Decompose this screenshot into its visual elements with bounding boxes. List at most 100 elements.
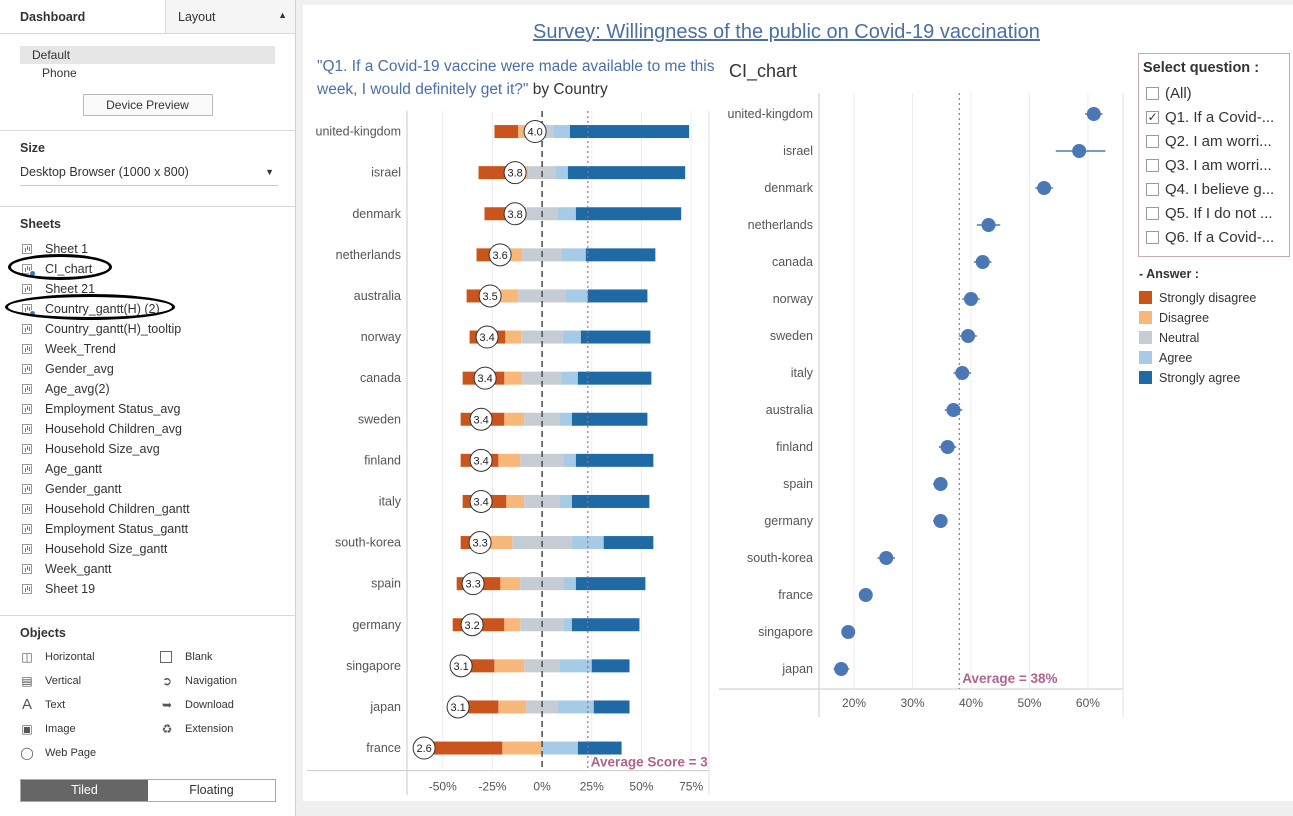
object-label: Extension <box>185 723 234 735</box>
sheet-item[interactable]: Week_gantt <box>20 559 275 579</box>
ci-point <box>834 662 849 676</box>
average-reference-label: Average = 38% <box>962 671 1057 686</box>
score-label: 3.3 <box>472 538 487 550</box>
sheet-label: Country_gantt(H)_tooltip <box>45 322 182 336</box>
sheet-item[interactable]: Household Children_avg <box>20 419 275 439</box>
bar-segment <box>494 125 519 139</box>
updown-chevron-icon: ▲ <box>278 10 287 20</box>
category-label: south-korea <box>335 536 401 550</box>
score-label: 3.4 <box>473 455 488 467</box>
ci-point <box>961 329 976 343</box>
object-text[interactable]: A Text <box>20 696 160 714</box>
filter-option[interactable]: ✓ Q1. If a Covid-... <box>1143 106 1285 130</box>
ci-point <box>858 588 873 602</box>
category-label: finland <box>364 453 401 467</box>
checkbox-icon[interactable] <box>1146 159 1159 172</box>
filter-option[interactable]: Q3. I am worri... <box>1143 154 1285 178</box>
checkbox-icon[interactable] <box>1146 231 1159 244</box>
floating-button[interactable]: Floating <box>189 783 234 797</box>
legend-item[interactable]: Agree <box>1139 349 1289 369</box>
object-vertical[interactable]: ▤ Vertical <box>20 672 160 690</box>
bar-segment <box>577 371 652 385</box>
legend-label: Strongly agree <box>1159 371 1241 385</box>
score-label: 2.6 <box>416 743 431 755</box>
filter-option[interactable]: Q2. I am worri... <box>1143 130 1285 154</box>
checkbox-icon[interactable] <box>1146 183 1159 196</box>
bar-segment <box>422 741 503 755</box>
bar-segment <box>524 412 560 426</box>
tiled-button[interactable]: Tiled <box>21 780 148 801</box>
worksheet-icon <box>22 264 32 274</box>
filter-option[interactable]: (All) <box>1143 82 1285 106</box>
score-circle <box>446 695 470 719</box>
sheet-label: Country_gantt(H) (2) <box>45 302 160 316</box>
sheet-label: Household Children_gantt <box>45 502 190 516</box>
sheet-label: Age_avg(2) <box>45 382 110 396</box>
navigation-icon: ➲ <box>161 674 173 688</box>
filter-option[interactable]: Q4. I believe g... <box>1143 178 1285 202</box>
score-circle <box>473 366 497 390</box>
dashboard-page: Survey: Willingness of the public on Cov… <box>303 5 1293 801</box>
sheet-item[interactable]: Household Size_avg <box>20 439 275 459</box>
sheet-label: Sheet 19 <box>45 582 96 596</box>
object-extension[interactable]: ♻ Extension <box>160 720 280 738</box>
bar-segment <box>554 125 570 139</box>
legend-item[interactable]: Strongly disagree <box>1139 289 1289 309</box>
ci-chart[interactable]: 20% 30% 40% 50% 60% Average = 38% united-kingd… <box>719 93 1129 718</box>
object-blank[interactable]: Blank <box>160 648 280 666</box>
filter-option[interactable]: Q6. If a Covid-... <box>1143 226 1285 250</box>
legend-item[interactable]: Disagree <box>1139 309 1289 329</box>
ci-chart-title: CI_chart <box>729 61 798 81</box>
sheet-item[interactable]: Employment Status_gantt <box>20 519 275 539</box>
sheet-item[interactable]: CI_chart <box>20 259 275 279</box>
filter-option-label: Q3. I am worri... <box>1165 157 1272 174</box>
worksheet-icon <box>22 404 32 414</box>
country-gantt-chart[interactable]: -50% -25% 0% 25% 50% 75% united-kingdom israel d… <box>303 105 713 795</box>
sheet-item[interactable]: Sheet 21 <box>20 279 275 299</box>
sheet-item[interactable]: Country_gantt(H) (2) <box>20 299 275 319</box>
checkbox-icon[interactable] <box>1146 87 1159 100</box>
checkbox-icon[interactable] <box>1146 207 1159 220</box>
sheet-item[interactable]: Employment Status_avg <box>20 399 275 419</box>
sheet-item[interactable]: Country_gantt(H)_tooltip <box>20 319 275 339</box>
device-phone[interactable]: Phone <box>42 66 77 80</box>
sheet-item[interactable]: Household Children_gantt <box>20 499 275 519</box>
tab-layout-label: Layout <box>178 10 216 24</box>
in-use-check-icon <box>29 270 36 277</box>
sheet-item[interactable]: Age_gantt <box>20 459 275 479</box>
legend-item[interactable]: Neutral <box>1139 329 1289 349</box>
text-icon: A <box>21 696 32 713</box>
sheet-item[interactable]: Sheet 1 <box>20 239 275 259</box>
sheet-item[interactable]: Age_avg(2) <box>20 379 275 399</box>
ci-point <box>933 514 948 528</box>
device-default[interactable]: Default <box>20 46 275 64</box>
object-horizontal[interactable]: ◫ Horizontal <box>20 648 160 666</box>
size-heading: Size <box>20 141 46 155</box>
bar-segment <box>556 166 568 180</box>
sheet-item[interactable]: Week_Trend <box>20 339 275 359</box>
checkbox-checked-icon[interactable]: ✓ <box>1146 110 1159 124</box>
category-label: france <box>778 588 813 602</box>
object-image[interactable]: ▣ Image <box>20 720 160 738</box>
checkbox-icon[interactable] <box>1146 135 1159 148</box>
device-preview-button[interactable]: Device Preview <box>82 94 213 116</box>
bar-segment <box>520 453 564 467</box>
object-web-page[interactable]: ◯ Web Page <box>20 744 160 762</box>
score-label: 3.4 <box>473 496 488 508</box>
score-circle <box>449 654 473 678</box>
tab-layout[interactable]: Layout ▲ <box>166 0 295 33</box>
x-tick-label: 50% <box>1017 696 1041 710</box>
filter-option-label: (All) <box>1165 85 1192 102</box>
sheet-item[interactable]: Household Size_gantt <box>20 539 275 559</box>
tab-dashboard[interactable]: Dashboard <box>0 0 166 33</box>
score-label: 3.1 <box>453 661 468 673</box>
sheet-item[interactable]: Gender_gantt <box>20 479 275 499</box>
bar-segment <box>559 412 572 426</box>
object-navigation[interactable]: ➲ Navigation <box>160 672 280 690</box>
object-download[interactable]: ➥ Download <box>160 696 280 714</box>
sheet-item[interactable]: Gender_avg <box>20 359 275 379</box>
legend-item[interactable]: Strongly agree <box>1139 369 1289 389</box>
filter-option[interactable]: Q5. If I do not ... <box>1143 202 1285 226</box>
size-dropdown[interactable]: Desktop Browser (1000 x 800) ▼ <box>20 163 278 186</box>
sheet-item[interactable]: Sheet 19 <box>20 579 275 599</box>
